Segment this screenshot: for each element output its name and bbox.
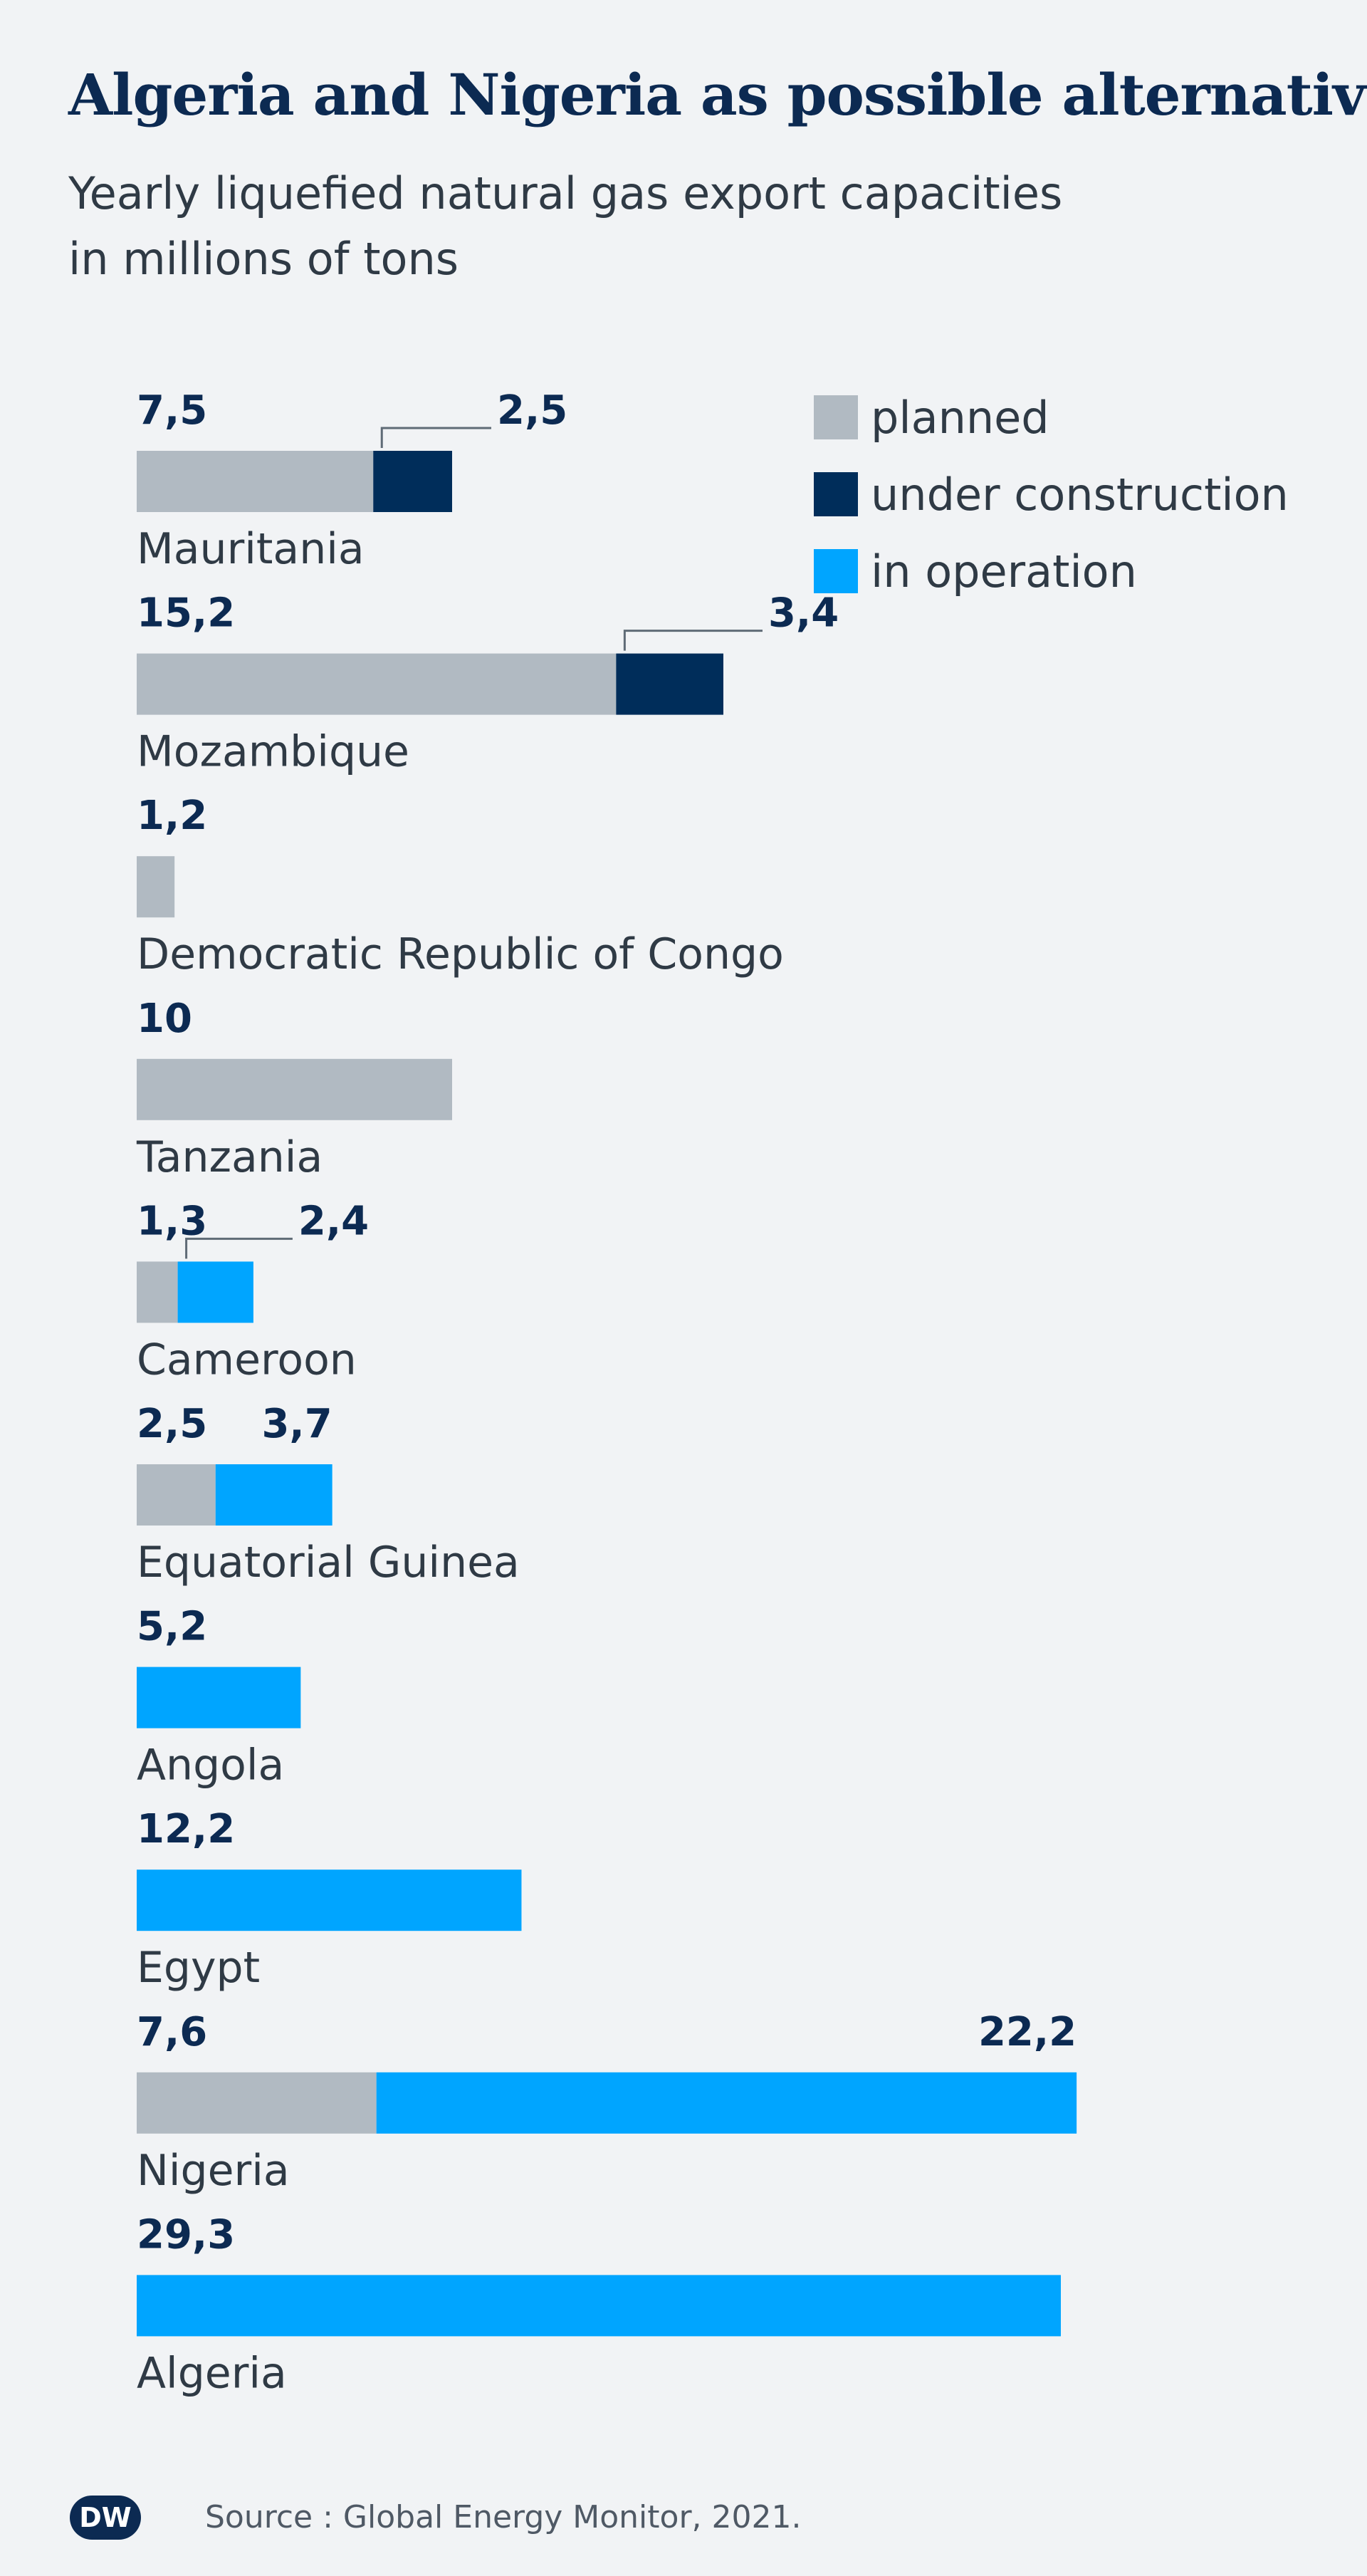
category-label-mauritania: Mauritania <box>137 524 365 574</box>
value-label-tanzania-1: 10 <box>137 996 192 1042</box>
bar-group-democratic-republic-of-congo: 1,2 Democratic Republic of Congo <box>137 793 784 979</box>
chart-title: Algeria and Nigeria as possible alternat… <box>68 61 1367 128</box>
bar-egypt-in-operation <box>137 1870 522 1931</box>
bar-group-nigeria: 7,6 22,2 Nigeria <box>137 2009 1077 2196</box>
legend-label-planned: planned <box>871 392 1049 444</box>
bar-nigeria-in-operation <box>376 2072 1077 2134</box>
value-label-nigeria-2: 22,2 <box>978 2009 1077 2055</box>
category-label-democratic-republic-of-congo: Democratic Republic of Congo <box>137 929 784 979</box>
category-label-equatorial-guinea: Equatorial Guinea <box>137 1538 520 1587</box>
bar-group-mauritania: 7,5 2,5 Mauritania <box>137 387 567 574</box>
bar-group-algeria: 29,3 Algeria <box>137 2211 1061 2398</box>
value-label-mauritania-2: 2,5 <box>497 387 567 434</box>
bar-mauritania-under-construction <box>373 451 452 512</box>
value-label-mauritania-1: 7,5 <box>137 387 207 434</box>
legend-label-under-construction: under construction <box>871 469 1289 521</box>
category-label-egypt: Egypt <box>137 1943 260 1993</box>
chart-subtitle-line-1: Yearly liquefied natural gas export capa… <box>68 167 1063 219</box>
dw-logo-icon: DW <box>70 2496 141 2540</box>
leader-line-cameroon <box>185 1237 293 1259</box>
dw-logo-text: DW <box>79 2502 131 2533</box>
bar-chart: 7,5 2,5 Mauritania 15,2 3,4 Mozambique 1,2 Demo… <box>136 387 1077 2398</box>
bar-nigeria-planned <box>137 2072 377 2134</box>
bar-group-mozambique: 15,2 3,4 Mozambique <box>137 590 839 777</box>
value-label-algeria-1: 29,3 <box>137 2211 235 2258</box>
value-label-egypt-1: 12,2 <box>137 1806 235 1852</box>
value-label-cameroon-2: 2,4 <box>298 1198 369 1244</box>
leader-line-mauritania <box>380 427 491 448</box>
value-label-democratic-republic-of-congo-1: 1,2 <box>137 793 207 839</box>
value-label-cameroon-1: 1,3 <box>137 1198 207 1244</box>
category-label-mozambique: Mozambique <box>137 727 409 777</box>
category-label-nigeria: Nigeria <box>137 2146 290 2196</box>
bar-democratic-republic-of-congo-planned <box>137 856 175 918</box>
bar-cameroon-planned <box>137 1261 178 1323</box>
value-label-equatorial-guinea-2: 3,7 <box>261 1401 332 1447</box>
bar-group-tanzania: 10 Tanzania <box>136 996 452 1182</box>
legend-swatch-in-operation <box>814 549 858 593</box>
bar-mauritania-planned <box>137 451 374 512</box>
bar-equatorial-guinea-in-operation <box>215 1464 332 1526</box>
bar-equatorial-guinea-planned <box>137 1464 216 1526</box>
value-label-angola-1: 5,2 <box>137 1604 207 1650</box>
bar-algeria-in-operation <box>137 2275 1061 2337</box>
legend-label-in-operation: in operation <box>871 546 1137 598</box>
bar-group-egypt: 12,2 Egypt <box>137 1806 522 1993</box>
value-label-mozambique-1: 15,2 <box>137 590 235 637</box>
bar-mozambique-under-construction <box>616 653 723 715</box>
bar-mozambique-planned <box>137 653 617 715</box>
category-label-tanzania: Tanzania <box>136 1132 323 1182</box>
bar-cameroon-in-operation <box>177 1261 253 1323</box>
category-label-angola: Angola <box>137 1741 284 1790</box>
category-label-cameroon: Cameroon <box>137 1335 357 1385</box>
legend-swatch-under-construction <box>814 472 858 516</box>
bar-group-cameroon: 1,3 2,4 Cameroon <box>137 1198 369 1385</box>
value-label-mozambique-2: 3,4 <box>768 590 839 637</box>
bar-angola-in-operation <box>137 1667 301 1728</box>
chart-subtitle-line-2: in millions of tons <box>68 233 459 285</box>
legend-swatch-planned <box>814 395 858 439</box>
value-label-nigeria-1: 7,6 <box>137 2009 207 2055</box>
leader-line-mozambique <box>623 630 763 651</box>
bar-tanzania-planned <box>137 1058 452 1120</box>
bar-group-angola: 5,2 Angola <box>137 1604 301 1790</box>
source-note: Source : Global Energy Monitor, 2021. <box>205 2499 802 2535</box>
value-label-equatorial-guinea-1: 2,5 <box>137 1401 207 1447</box>
bar-group-equatorial-guinea: 2,5 3,7 Equatorial Guinea <box>137 1401 520 1587</box>
category-label-algeria: Algeria <box>137 2348 287 2398</box>
